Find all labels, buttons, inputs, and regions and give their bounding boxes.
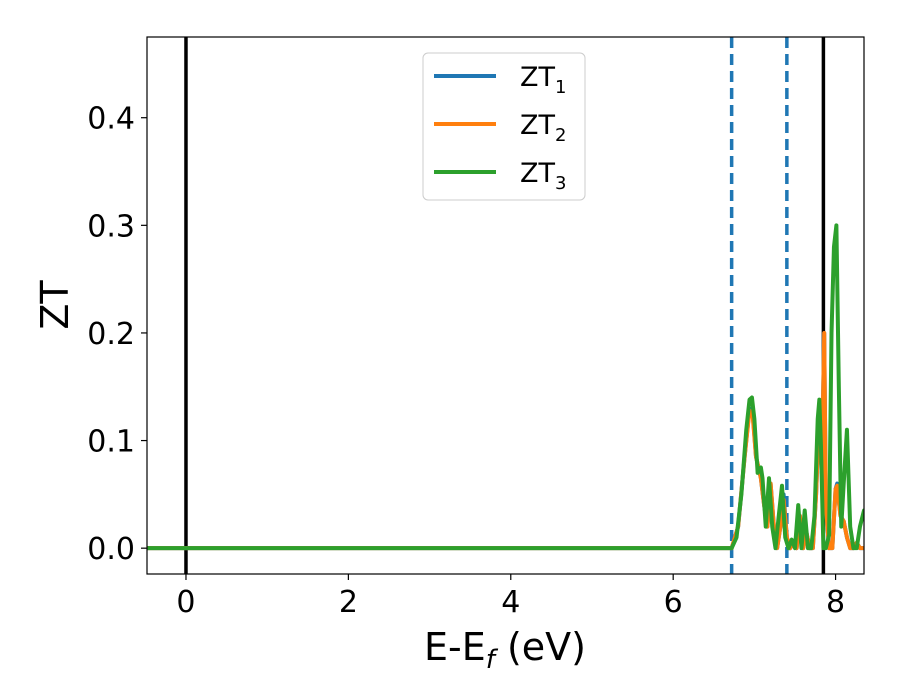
y-axis-label: ZT xyxy=(33,280,77,330)
x-axis: 0 2 4 6 8 xyxy=(176,574,845,620)
x-axis-label-base: E-E xyxy=(424,625,486,669)
legend-box xyxy=(422,52,586,201)
y-tick-label-4: 0.4 xyxy=(87,102,135,137)
x-tick-label-0: 0 xyxy=(176,585,195,620)
y-axis: 0.0 0.1 0.2 0.3 0.4 xyxy=(87,102,147,567)
y-tick-label-0: 0.0 xyxy=(87,532,135,567)
series-line-3 xyxy=(147,223,864,551)
plot-frame xyxy=(146,36,865,575)
legend-label-1: ZT1 xyxy=(520,62,566,98)
legend: ZT1 ZT2 ZT3 xyxy=(422,52,586,201)
legend-label-3: ZT3 xyxy=(520,158,566,194)
y-tick-label-3: 0.3 xyxy=(87,209,135,244)
x-tick-label-4: 8 xyxy=(826,585,845,620)
x-tick-label-1: 2 xyxy=(339,585,358,620)
y-tick-label-2: 0.2 xyxy=(87,317,135,352)
series-layer xyxy=(147,223,864,551)
x-axis-label-unit: (eV) xyxy=(495,625,586,669)
x-tick-label-2: 4 xyxy=(501,585,520,620)
x-axis-label: E-Ef (eV) xyxy=(424,625,586,675)
y-tick-label-1: 0.1 xyxy=(87,425,135,460)
x-tick-label-3: 6 xyxy=(664,585,683,620)
legend-label-2: ZT2 xyxy=(520,110,566,146)
